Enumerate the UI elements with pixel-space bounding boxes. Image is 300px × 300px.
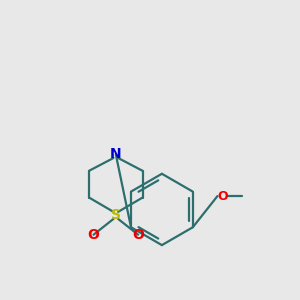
Text: N: N <box>110 148 122 161</box>
Text: O: O <box>88 228 100 242</box>
Text: O: O <box>218 190 228 202</box>
Text: O: O <box>132 228 144 242</box>
Text: S: S <box>111 208 121 222</box>
